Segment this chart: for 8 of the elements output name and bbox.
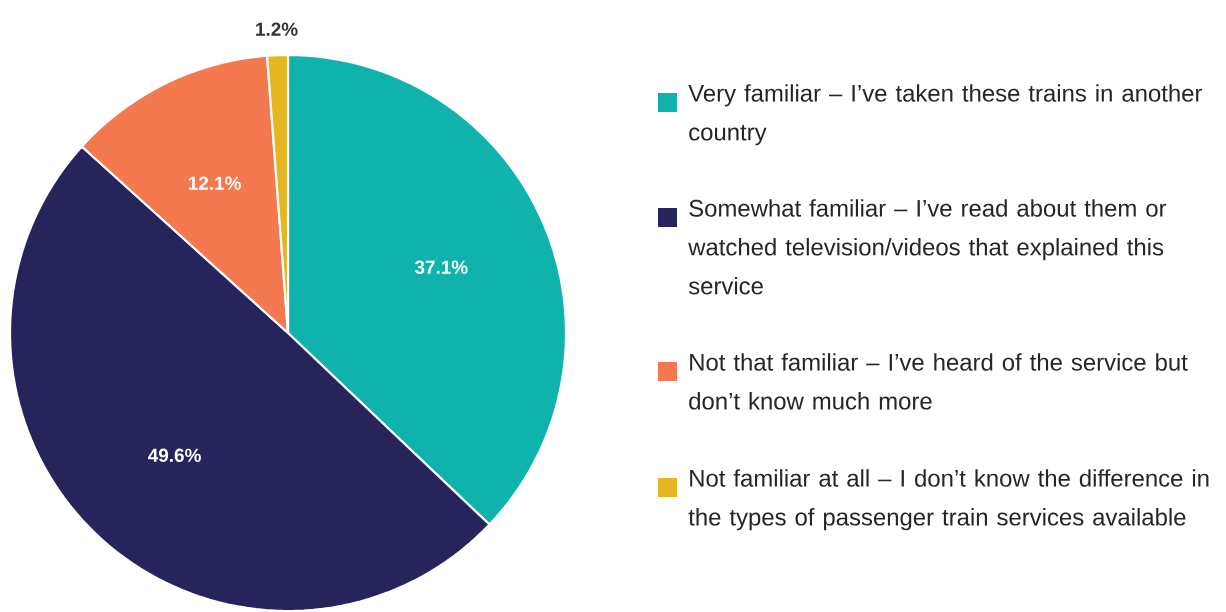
data-label: 1.2% (256, 22, 298, 36)
legend-label: Very familiar – I’ve taken these trains in another country (688, 84, 1203, 146)
data-label: 49.6% (148, 448, 201, 463)
legend-label: Not that familiar – I’ve heard of the service but don’t know much more (689, 353, 1188, 410)
legend-label: Not familiar at all – I don’t know the difference in the types of passenger train services available (688, 469, 1209, 531)
data-label: 12.1% (188, 176, 241, 190)
data-label: 37.1% (414, 260, 468, 274)
legend-label: Somewhat familiar – I’ve read about them or watched television/videos that explained this service (688, 199, 1167, 295)
